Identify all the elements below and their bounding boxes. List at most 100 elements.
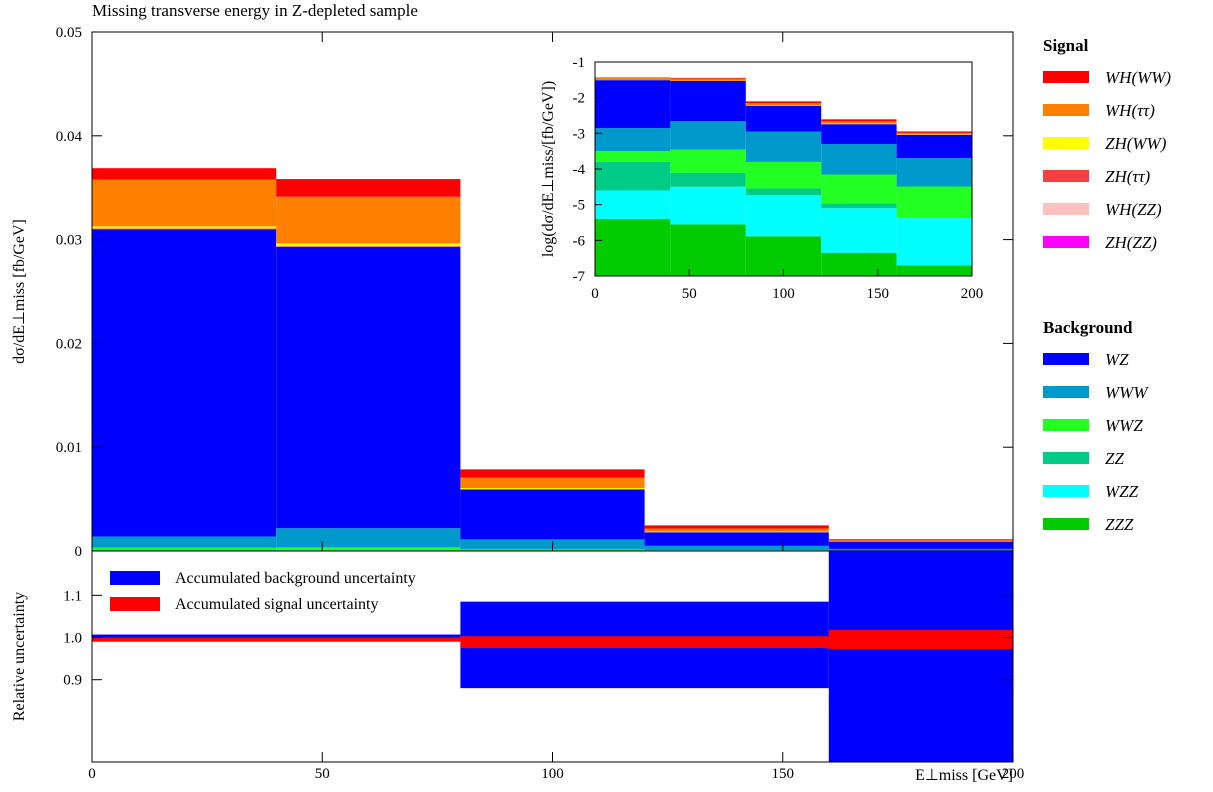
bar-segment [92, 548, 276, 550]
bar-segment [276, 528, 460, 547]
y-tick-label: 0.01 [56, 440, 82, 456]
bar-segment [829, 539, 1013, 540]
legend-swatch [1043, 353, 1089, 365]
inset-bar-segment [746, 106, 821, 132]
legend-swatch [1043, 170, 1089, 182]
inset-bar-segment [670, 78, 745, 79]
legend-label: ZZ [1105, 449, 1124, 468]
bar-segment [276, 547, 460, 550]
legend-swatch [110, 597, 160, 611]
bar-segment [645, 532, 829, 545]
bar-segment [460, 490, 644, 540]
legend-heading: Background [1043, 318, 1133, 337]
inset-y-tick-label: -7 [573, 269, 586, 285]
inset-bar-segment [746, 101, 821, 103]
bar-segment [276, 243, 460, 246]
inset-y-axis-label: log(dσ/dE⊥miss/[fb/GeV]) [540, 81, 557, 257]
inset-y-tick-label: -3 [573, 126, 586, 142]
bar-segment [829, 542, 1013, 549]
y-tick-label: 1.0 [63, 631, 82, 647]
y-tick-label: 1.1 [63, 588, 82, 604]
legend-swatch [1043, 236, 1089, 248]
legend-label: WZZ [1105, 482, 1139, 501]
inset-x-tick-label: 100 [772, 286, 795, 302]
inset-y-tick-label: -2 [573, 91, 586, 107]
bar-segment [645, 529, 829, 532]
x-tick-label: 50 [315, 766, 330, 782]
bar-segment [276, 246, 460, 247]
bar-segment [276, 197, 460, 244]
inset-bar-segment [670, 187, 745, 225]
inset-bar-segment [897, 158, 972, 186]
bar-segment [460, 469, 644, 477]
inset-bar-segment [595, 128, 670, 151]
inset-x-tick-label: 150 [867, 286, 890, 302]
legend-swatch [1043, 452, 1089, 464]
bar-segment [829, 540, 1013, 541]
legend-swatch [1043, 104, 1089, 116]
uncertainty-band [829, 630, 1013, 649]
legend-label: ZH(ZZ) [1105, 233, 1157, 252]
inset-bar-segment [595, 151, 670, 162]
legend-swatch [1043, 203, 1089, 215]
legend-swatch [1043, 71, 1089, 83]
y-tick-label: 0.04 [56, 129, 83, 145]
legend-label: WH(ZZ) [1105, 200, 1162, 219]
inset-bar-segment [821, 175, 896, 204]
x-tick-label: 0 [88, 766, 96, 782]
inset-bar-segment [897, 131, 972, 132]
bar-segment [276, 247, 460, 528]
inset-bar-segment [897, 187, 972, 218]
inset-y-tick-label: -6 [573, 233, 586, 249]
legend-swatch [1043, 386, 1089, 398]
inset-x-tick-label: 200 [961, 286, 984, 302]
inset-bar-segment [595, 190, 670, 218]
uncertainty-band [92, 638, 460, 642]
legend-label: WWW [1105, 383, 1149, 402]
legend-label: ZZZ [1105, 515, 1134, 534]
legend-label: ZH(ττ) [1105, 167, 1151, 186]
inset-bar-segment [821, 124, 896, 144]
inset-bar-segment [821, 253, 896, 286]
bar-segment [829, 549, 1013, 551]
inset-bar-segment [821, 203, 896, 208]
uncertainty-band [829, 549, 1013, 764]
inset-bar-segment [821, 119, 896, 121]
bar-segment [645, 546, 829, 550]
inset-bar-segment [670, 173, 745, 187]
inset-y-tick-label: -4 [573, 162, 586, 178]
legend-swatch [1043, 419, 1089, 431]
y-tick-label: 0.9 [63, 673, 82, 689]
y-tick-label: 0.02 [56, 336, 82, 352]
legend-label: WH(ττ) [1105, 101, 1155, 120]
legend-swatch [1043, 137, 1089, 149]
bar-segment [92, 180, 276, 227]
uncertainty-band [460, 636, 828, 648]
bar-segment [460, 478, 644, 488]
y-axis-label: Relative uncertainty [11, 592, 28, 721]
inset-bar-segment [897, 133, 972, 135]
inset-bar-segment [595, 162, 670, 191]
inset-y-tick-label: -5 [573, 198, 586, 214]
bar-segment [92, 228, 276, 229]
y-axis-label: dσ/dE⊥miss [fb/GeV] [11, 219, 28, 364]
bar-segment [92, 229, 276, 536]
legend-swatch [1043, 485, 1089, 497]
legend-swatch [110, 571, 160, 585]
inset-bar-segment [595, 80, 670, 128]
inset-bar-segment [595, 78, 670, 80]
inset-y-tick-label: -1 [573, 55, 586, 71]
legend-label: WWZ [1105, 416, 1143, 435]
bar-segment [460, 488, 644, 489]
legend-label: WH(WW) [1105, 68, 1171, 87]
inset-bar-segment [821, 121, 896, 123]
inset-bar-segment [821, 208, 896, 252]
y-tick-label: 0.03 [56, 233, 82, 249]
bar-segment [92, 168, 276, 179]
inset-x-tick-label: 0 [591, 286, 599, 302]
bar-segment [645, 532, 829, 533]
inset-bar-segment [670, 79, 745, 81]
bar-segment [92, 536, 276, 547]
